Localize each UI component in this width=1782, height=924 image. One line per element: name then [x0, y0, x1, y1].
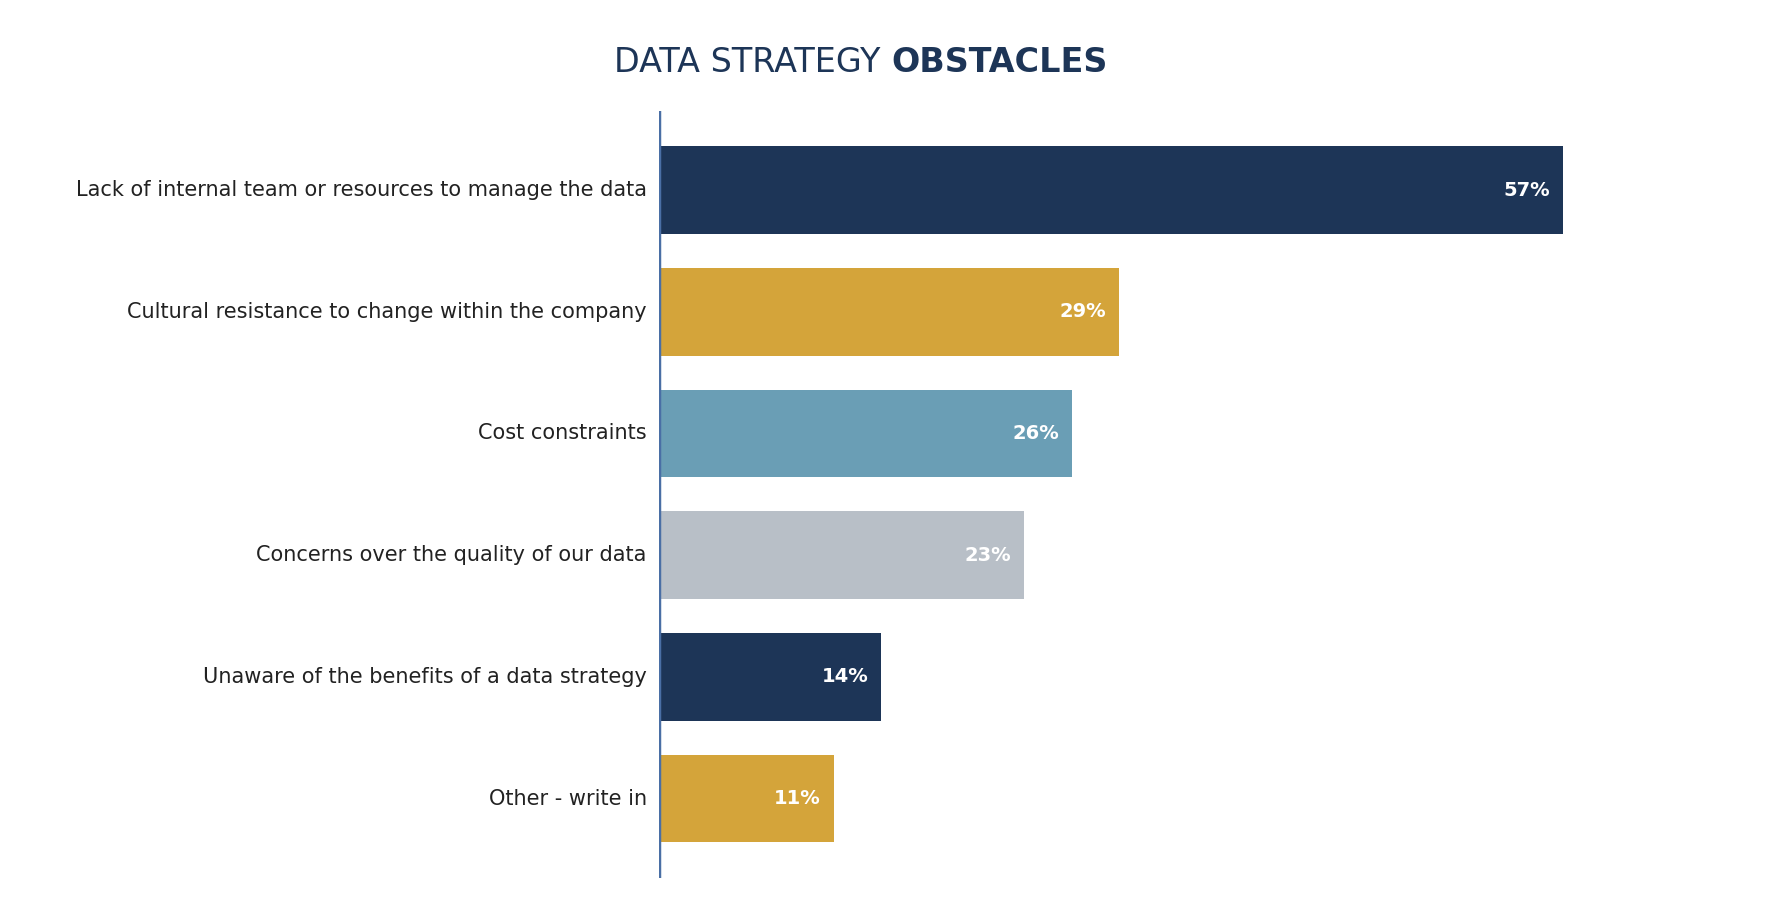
- Text: 29%: 29%: [1060, 302, 1107, 322]
- Text: Cost constraints: Cost constraints: [478, 423, 647, 444]
- Text: Cultural resistance to change within the company: Cultural resistance to change within the…: [127, 302, 647, 322]
- Text: 57%: 57%: [1504, 180, 1550, 200]
- Text: DATA STRATEGY: DATA STRATEGY: [615, 46, 891, 79]
- Text: 14%: 14%: [822, 667, 868, 687]
- Bar: [659, 146, 1563, 234]
- Text: Lack of internal team or resources to manage the data: Lack of internal team or resources to ma…: [75, 180, 647, 200]
- Text: OBSTACLES: OBSTACLES: [891, 46, 1107, 79]
- Text: 11%: 11%: [775, 789, 822, 808]
- Bar: [659, 268, 1119, 356]
- Bar: [659, 633, 882, 721]
- Bar: [659, 511, 1025, 599]
- Bar: [659, 755, 834, 843]
- Text: 26%: 26%: [1012, 424, 1059, 443]
- Text: Other - write in: Other - write in: [488, 789, 647, 808]
- Text: Concerns over the quality of our data: Concerns over the quality of our data: [257, 545, 647, 565]
- Text: 23%: 23%: [964, 546, 1012, 565]
- Bar: [659, 390, 1071, 478]
- Text: Unaware of the benefits of a data strategy: Unaware of the benefits of a data strate…: [203, 667, 647, 687]
